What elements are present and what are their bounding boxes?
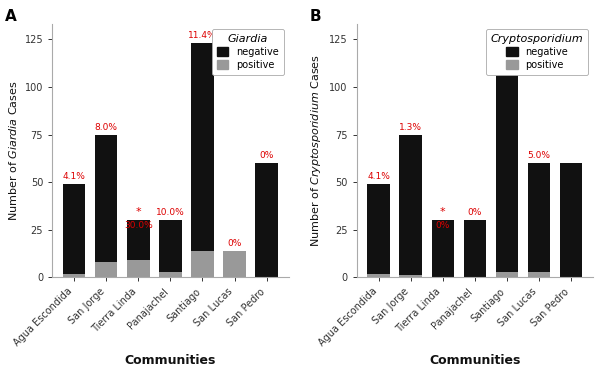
Text: 11.4%: 11.4% [188,31,217,40]
Bar [528,163,550,272]
Bar [256,163,278,278]
Bar [400,135,422,275]
Text: 5.0%: 5.0% [527,151,551,160]
Bar [159,220,182,272]
Bar [560,163,583,278]
Text: 0%: 0% [227,239,242,248]
Text: 4.1%: 4.1% [62,172,86,181]
Text: *: * [440,208,446,217]
Bar [95,135,118,262]
Text: A: A [5,9,17,24]
Bar [400,275,422,278]
Text: 2.4%: 2.4% [496,31,518,40]
Legend: negative, positive: negative, positive [486,29,588,75]
Text: 30.0%: 30.0% [124,221,152,230]
Text: 10.0%: 10.0% [156,208,185,217]
Bar [191,251,214,278]
Text: 0%: 0% [467,208,482,217]
Text: 8.0%: 8.0% [95,123,118,132]
Bar [127,220,149,260]
Bar [464,220,486,278]
Bar [191,43,214,251]
Text: 0%: 0% [259,151,274,160]
Legend: negative, positive: negative, positive [212,29,284,75]
Bar [127,260,149,278]
Text: *: * [136,208,141,217]
Bar [431,220,454,278]
Bar [159,272,182,278]
Text: 0%: 0% [436,221,450,230]
Text: 1.3%: 1.3% [399,123,422,132]
Y-axis label: Number of $\it{Cryptosporidium}$ Cases: Number of $\it{Cryptosporidium}$ Cases [310,54,323,247]
X-axis label: Communities: Communities [125,354,216,367]
Bar [95,262,118,278]
Bar [496,43,518,272]
Bar [528,272,550,278]
Bar [367,273,390,278]
Y-axis label: Number of $\it{Giardia}$ Cases: Number of $\it{Giardia}$ Cases [7,80,19,221]
Bar [223,251,246,278]
Text: 4.1%: 4.1% [367,172,390,181]
X-axis label: Communities: Communities [429,354,521,367]
Bar [63,184,85,273]
Text: B: B [310,9,321,24]
Bar [496,272,518,278]
Bar [367,184,390,273]
Bar [63,273,85,278]
